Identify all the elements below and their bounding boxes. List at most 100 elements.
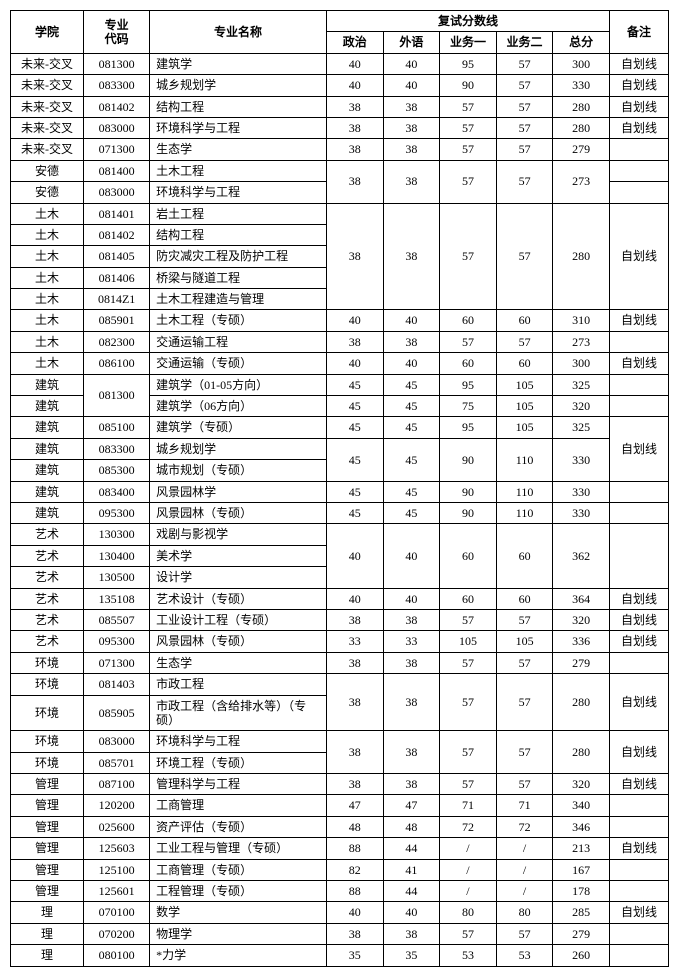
cell-sub2: 71 xyxy=(496,795,553,816)
cell-college: 安德 xyxy=(11,160,84,181)
cell-name: 建筑学 xyxy=(150,53,327,74)
cell-total: 325 xyxy=(553,374,610,395)
cell-code: 085507 xyxy=(84,609,150,630)
cell-sub2: 57 xyxy=(496,331,553,352)
cell-code: 125100 xyxy=(84,859,150,880)
cell-name: 城市规划（专硕） xyxy=(150,460,327,481)
cell-college: 管理 xyxy=(11,859,84,880)
cell-note xyxy=(609,374,668,395)
header-sub2: 业务二 xyxy=(496,32,553,53)
cell-college: 未来-交叉 xyxy=(11,117,84,138)
cell-politics: 40 xyxy=(326,588,383,609)
table-row: 土木081401岩土工程38385757280自划线 xyxy=(11,203,669,224)
cell-politics: 47 xyxy=(326,795,383,816)
cell-total: 260 xyxy=(553,945,610,966)
cell-code: 0814Z1 xyxy=(84,289,150,310)
cell-college: 土木 xyxy=(11,203,84,224)
cell-name: 防灾减灾工程及防护工程 xyxy=(150,246,327,267)
table-row: 土木082300交通运输工程38385757273 xyxy=(11,331,669,352)
cell-politics: 45 xyxy=(326,502,383,523)
cell-politics: 38 xyxy=(326,160,383,203)
cell-code: 083000 xyxy=(84,731,150,752)
cell-total: 300 xyxy=(553,353,610,374)
cell-name: 市政工程 xyxy=(150,674,327,695)
cell-foreign: 38 xyxy=(383,139,440,160)
cell-name: 工程管理（专硕） xyxy=(150,881,327,902)
cell-college: 艺术 xyxy=(11,631,84,652)
cell-college: 建筑 xyxy=(11,460,84,481)
cell-note: 自划线 xyxy=(609,838,668,859)
cell-politics: 33 xyxy=(326,631,383,652)
cell-code: 125603 xyxy=(84,838,150,859)
cell-total: 167 xyxy=(553,859,610,880)
cell-note xyxy=(609,160,668,181)
cell-college: 未来-交叉 xyxy=(11,75,84,96)
cell-politics: 45 xyxy=(326,396,383,417)
cell-note: 自划线 xyxy=(609,674,668,731)
cell-note: 自划线 xyxy=(609,353,668,374)
cell-code: 085100 xyxy=(84,417,150,438)
cell-sub2: 105 xyxy=(496,417,553,438)
cell-sub2: 80 xyxy=(496,902,553,923)
cell-sub1: 60 xyxy=(440,353,497,374)
cell-foreign: 40 xyxy=(383,53,440,74)
cell-code: 081406 xyxy=(84,267,150,288)
cell-college: 土木 xyxy=(11,353,84,374)
cell-code: 080100 xyxy=(84,945,150,966)
cell-code: 130400 xyxy=(84,545,150,566)
cell-code: 083000 xyxy=(84,117,150,138)
cell-sub2: / xyxy=(496,881,553,902)
cell-total: 279 xyxy=(553,139,610,160)
cell-total: 364 xyxy=(553,588,610,609)
cell-college: 土木 xyxy=(11,289,84,310)
cell-foreign: 40 xyxy=(383,902,440,923)
cell-note xyxy=(609,481,668,502)
cell-foreign: 38 xyxy=(383,96,440,117)
cell-code: 081400 xyxy=(84,160,150,181)
cell-name: 风景园林（专硕） xyxy=(150,631,327,652)
cell-sub2: 53 xyxy=(496,945,553,966)
table-row: 管理125601工程管理（专硕）8844//178 xyxy=(11,881,669,902)
cell-politics: 88 xyxy=(326,881,383,902)
cell-name: 工商管理（专硕） xyxy=(150,859,327,880)
cell-note xyxy=(609,524,668,588)
cell-sub2: 60 xyxy=(496,353,553,374)
cell-sub1: 90 xyxy=(440,75,497,96)
cell-name: *力学 xyxy=(150,945,327,966)
cell-name: 环境工程（专硕） xyxy=(150,752,327,773)
cell-total: 280 xyxy=(553,674,610,731)
cell-sub1: 57 xyxy=(440,139,497,160)
table-row: 管理025600资产评估（专硕）48487272346 xyxy=(11,816,669,837)
cell-total: 336 xyxy=(553,631,610,652)
cell-foreign: 40 xyxy=(383,353,440,374)
cell-foreign: 44 xyxy=(383,838,440,859)
cell-code: 070100 xyxy=(84,902,150,923)
cell-sub1: 57 xyxy=(440,731,497,774)
cell-total: 280 xyxy=(553,731,610,774)
cell-note xyxy=(609,881,668,902)
cell-college: 建筑 xyxy=(11,374,84,395)
cell-total: 330 xyxy=(553,438,610,481)
cell-sub1: 71 xyxy=(440,795,497,816)
cell-note xyxy=(609,795,668,816)
cell-sub1: 60 xyxy=(440,310,497,331)
cell-code: 081402 xyxy=(84,96,150,117)
cell-name: 土木工程建造与管理 xyxy=(150,289,327,310)
cell-note: 自划线 xyxy=(609,75,668,96)
cell-college: 环境 xyxy=(11,652,84,673)
header-code: 专业 代码 xyxy=(84,11,150,54)
cell-sub2: / xyxy=(496,859,553,880)
cell-total: 330 xyxy=(553,481,610,502)
cell-college: 建筑 xyxy=(11,438,84,459)
cell-college: 安德 xyxy=(11,182,84,203)
cell-college: 未来-交叉 xyxy=(11,96,84,117)
cell-sub1: 60 xyxy=(440,588,497,609)
header-politics: 政治 xyxy=(326,32,383,53)
cell-name: 生态学 xyxy=(150,652,327,673)
cell-note xyxy=(609,182,668,203)
cell-total: 285 xyxy=(553,902,610,923)
cell-college: 未来-交叉 xyxy=(11,139,84,160)
cell-total: 300 xyxy=(553,53,610,74)
cell-foreign: 38 xyxy=(383,674,440,731)
cell-sub2: 57 xyxy=(496,774,553,795)
